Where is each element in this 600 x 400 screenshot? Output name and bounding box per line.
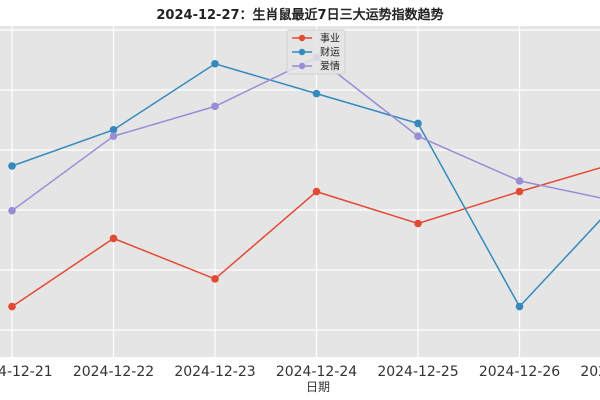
legend-marker [298, 34, 306, 42]
data-point [109, 132, 118, 140]
data-point [211, 102, 219, 111]
legend-label: 爱情 [320, 60, 340, 73]
x-tick-label: 2024-12-26 [479, 364, 560, 380]
x-tick-label: 2024-12-24 [276, 364, 357, 380]
legend-marker [298, 48, 306, 56]
data-point [211, 59, 219, 68]
x-tick-label: 2024-12-23 [174, 364, 255, 380]
data-point [312, 187, 321, 196]
legend-item: 财运 [292, 46, 340, 59]
data-point [109, 234, 118, 243]
legend-item: 爱情 [292, 60, 340, 73]
data-point [8, 162, 16, 170]
data-point [515, 302, 524, 311]
data-point [414, 119, 422, 128]
data-point [414, 219, 422, 228]
data-point [109, 125, 118, 134]
data-point [211, 275, 219, 283]
legend-marker [298, 62, 306, 70]
x-tick-label: 2024-12-21 [0, 364, 53, 380]
legend-label: 财运 [320, 46, 340, 59]
x-axis-label: 日期 [306, 380, 330, 394]
plot-area [0, 26, 600, 357]
data-point [515, 177, 524, 185]
series-事业 [8, 167, 600, 311]
legend-label: 事业 [320, 32, 340, 45]
x-tick-label: 2024-12-27 [580, 364, 600, 380]
series-财运 [8, 59, 600, 311]
x-tick-labels: 2024-12-21 2024-12-22 2024-12-23 2024-12-24… [0, 364, 600, 380]
x-tick-label: 2024-12-22 [73, 364, 154, 380]
data-point [414, 132, 422, 140]
data-point [312, 89, 321, 98]
legend-item: 事业 [292, 32, 340, 45]
data-point [515, 187, 524, 196]
data-point [8, 302, 16, 311]
data-point [8, 206, 16, 215]
series-layer [8, 53, 600, 311]
x-tick-label: 2024-12-25 [377, 364, 458, 380]
chart-title: 2024-12-27：生肖鼠最近7日三大运势指数趋势 [156, 7, 443, 23]
